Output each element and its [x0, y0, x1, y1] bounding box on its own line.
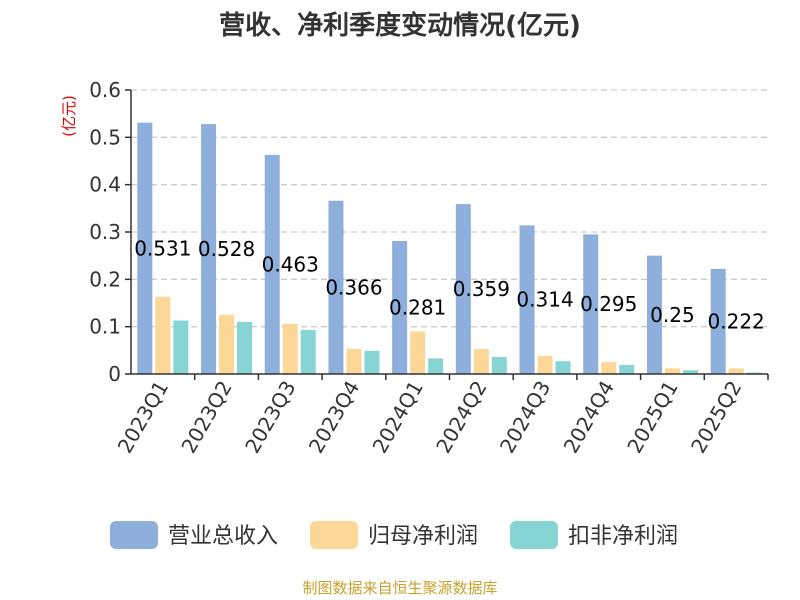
data-label: 0.314	[516, 288, 573, 312]
legend-label: 营业总收入	[168, 524, 278, 549]
y-tick-label: 0.5	[89, 125, 121, 149]
data-label: 0.359	[453, 277, 510, 301]
y-tick-label: 0.1	[89, 315, 121, 339]
y-axis-unit-label: (亿元)	[60, 95, 78, 137]
bar	[710, 268, 726, 374]
bar	[473, 348, 489, 374]
bar	[619, 365, 635, 374]
bar	[537, 356, 553, 374]
y-tick-label: 0.3	[89, 220, 121, 244]
bar	[155, 296, 171, 374]
data-label: 0.25	[650, 303, 695, 327]
legend: 营业总收入 归母净利润 扣非净利润	[110, 521, 678, 549]
bar	[410, 331, 426, 374]
y-tick-label: 0	[108, 362, 121, 386]
bar	[219, 314, 235, 374]
legend-swatch	[310, 521, 358, 549]
x-tick-label: 2024Q4	[559, 377, 619, 458]
bar	[282, 323, 298, 374]
source-note: 制图数据来自恒生聚源数据库	[302, 579, 497, 597]
x-tick-label: 2024Q3	[495, 377, 555, 458]
bar	[237, 321, 253, 374]
bar	[583, 234, 599, 374]
bar	[137, 122, 153, 374]
y-tick-label: 0.4	[89, 173, 121, 197]
bar	[173, 320, 189, 374]
legend-label: 归母净利润	[368, 524, 478, 549]
grid	[131, 89, 768, 328]
x-tick-label: 2025Q1	[622, 377, 682, 458]
data-label: 0.366	[325, 275, 382, 299]
x-tick-label: 2024Q2	[431, 377, 491, 458]
bar	[491, 356, 507, 374]
bar	[428, 358, 444, 374]
legend-swatch	[510, 521, 558, 549]
legend-label: 扣非净利润	[568, 524, 678, 549]
data-label: 0.463	[262, 252, 319, 276]
bar	[555, 361, 571, 374]
data-label: 0.528	[198, 237, 255, 261]
data-label: 0.295	[580, 292, 637, 316]
bar	[646, 255, 662, 374]
bar	[328, 200, 344, 374]
data-label: 0.281	[389, 295, 446, 319]
bar	[601, 362, 617, 374]
chart-title: 营收、净利季度变动情况(亿元)	[219, 10, 581, 41]
bar	[519, 225, 535, 374]
bar	[728, 368, 744, 374]
y-tick-label: 0.2	[89, 267, 121, 291]
x-tick-label: 2025Q2	[686, 377, 746, 458]
x-tick-label: 2024Q1	[368, 377, 428, 458]
bars	[137, 122, 762, 374]
bar	[264, 154, 280, 374]
bar	[392, 240, 408, 374]
x-tick-label: 2023Q3	[240, 377, 300, 458]
bar	[664, 368, 680, 374]
bar	[455, 204, 471, 374]
y-tick-label: 0.6	[89, 78, 121, 102]
bar	[201, 124, 217, 374]
x-tick-label: 2023Q1	[113, 377, 173, 458]
bar	[346, 348, 362, 374]
bar	[300, 329, 316, 374]
bar	[364, 350, 380, 374]
x-tick-label: 2023Q2	[176, 377, 236, 458]
legend-swatch	[110, 521, 158, 549]
data-label: 0.222	[708, 309, 765, 333]
bar	[682, 370, 698, 374]
data-label: 0.531	[134, 236, 191, 260]
x-tick-label: 2023Q4	[304, 377, 364, 458]
